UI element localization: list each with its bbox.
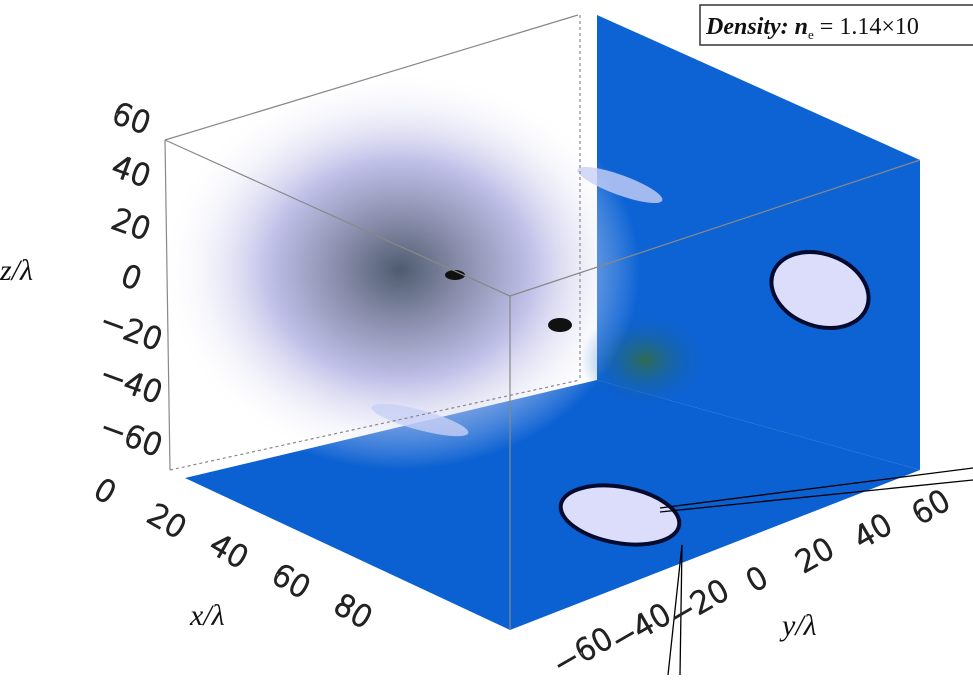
y-tick-label: 20 [790, 531, 841, 580]
z-axis-label: z/λ [0, 254, 33, 287]
annotation-formula: : n [781, 14, 808, 40]
z-tick-label: 40 [107, 149, 155, 195]
z-tick-label: −60 [96, 410, 167, 465]
x-tick-label: 20 [141, 497, 192, 546]
page: {"annotation": {"label": "Density", "for… [0, 0, 973, 675]
x-tick-label: 80 [327, 587, 378, 636]
x-tick-label: 40 [203, 527, 254, 576]
y-tick-label: 0 [740, 560, 774, 600]
z-tick-label: 60 [107, 96, 155, 142]
figure: Density: ne = 1.14×10 z/λ x/λ y/λ 604020… [0, 0, 973, 675]
z-tick-label: 0 [116, 258, 146, 297]
annotation-rest: = 1.14×10 [814, 14, 919, 40]
annotation-label: Density [705, 14, 781, 40]
z-tick-label: −20 [96, 304, 167, 359]
y-axis-label: y/λ [779, 609, 817, 642]
x-axis-label: x/λ [189, 599, 225, 632]
y-tick-label: 60 [906, 483, 957, 532]
y-tick-label: 40 [848, 507, 899, 556]
x-tick-label: 0 [88, 472, 122, 512]
dot [548, 318, 572, 332]
z-tick-label: −40 [96, 357, 167, 412]
z-tick-label: 20 [107, 202, 155, 248]
x-tick-label: 60 [265, 557, 316, 606]
